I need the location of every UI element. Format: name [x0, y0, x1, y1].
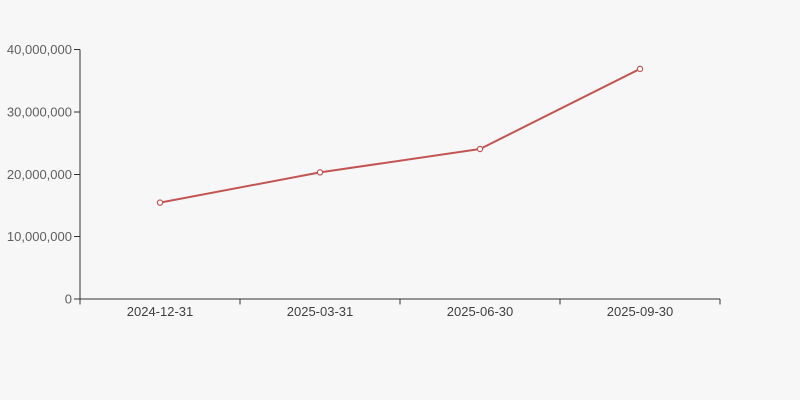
y-axis-tick-label: 40,000,000: [7, 42, 72, 57]
data-point-marker[interactable]: [316, 169, 324, 176]
y-axis-tick-label: 20,000,000: [7, 167, 72, 182]
y-axis-tick-label: 30,000,000: [7, 104, 72, 119]
y-axis-tick-label: 10,000,000: [7, 229, 72, 244]
x-axis-tick-label: 2024-12-31: [127, 304, 194, 319]
data-point-marker[interactable]: [476, 145, 484, 153]
series-line: [159, 67, 641, 204]
x-axis-tick-label: 2025-09-30: [607, 304, 674, 319]
y-axis-tick-label: 0: [65, 292, 72, 307]
data-point-marker[interactable]: [156, 199, 164, 206]
x-axis-tick-label: 2025-03-31: [287, 304, 354, 319]
x-axis-tick-label: 2025-06-30: [447, 304, 514, 319]
data-point-marker[interactable]: [636, 65, 644, 73]
